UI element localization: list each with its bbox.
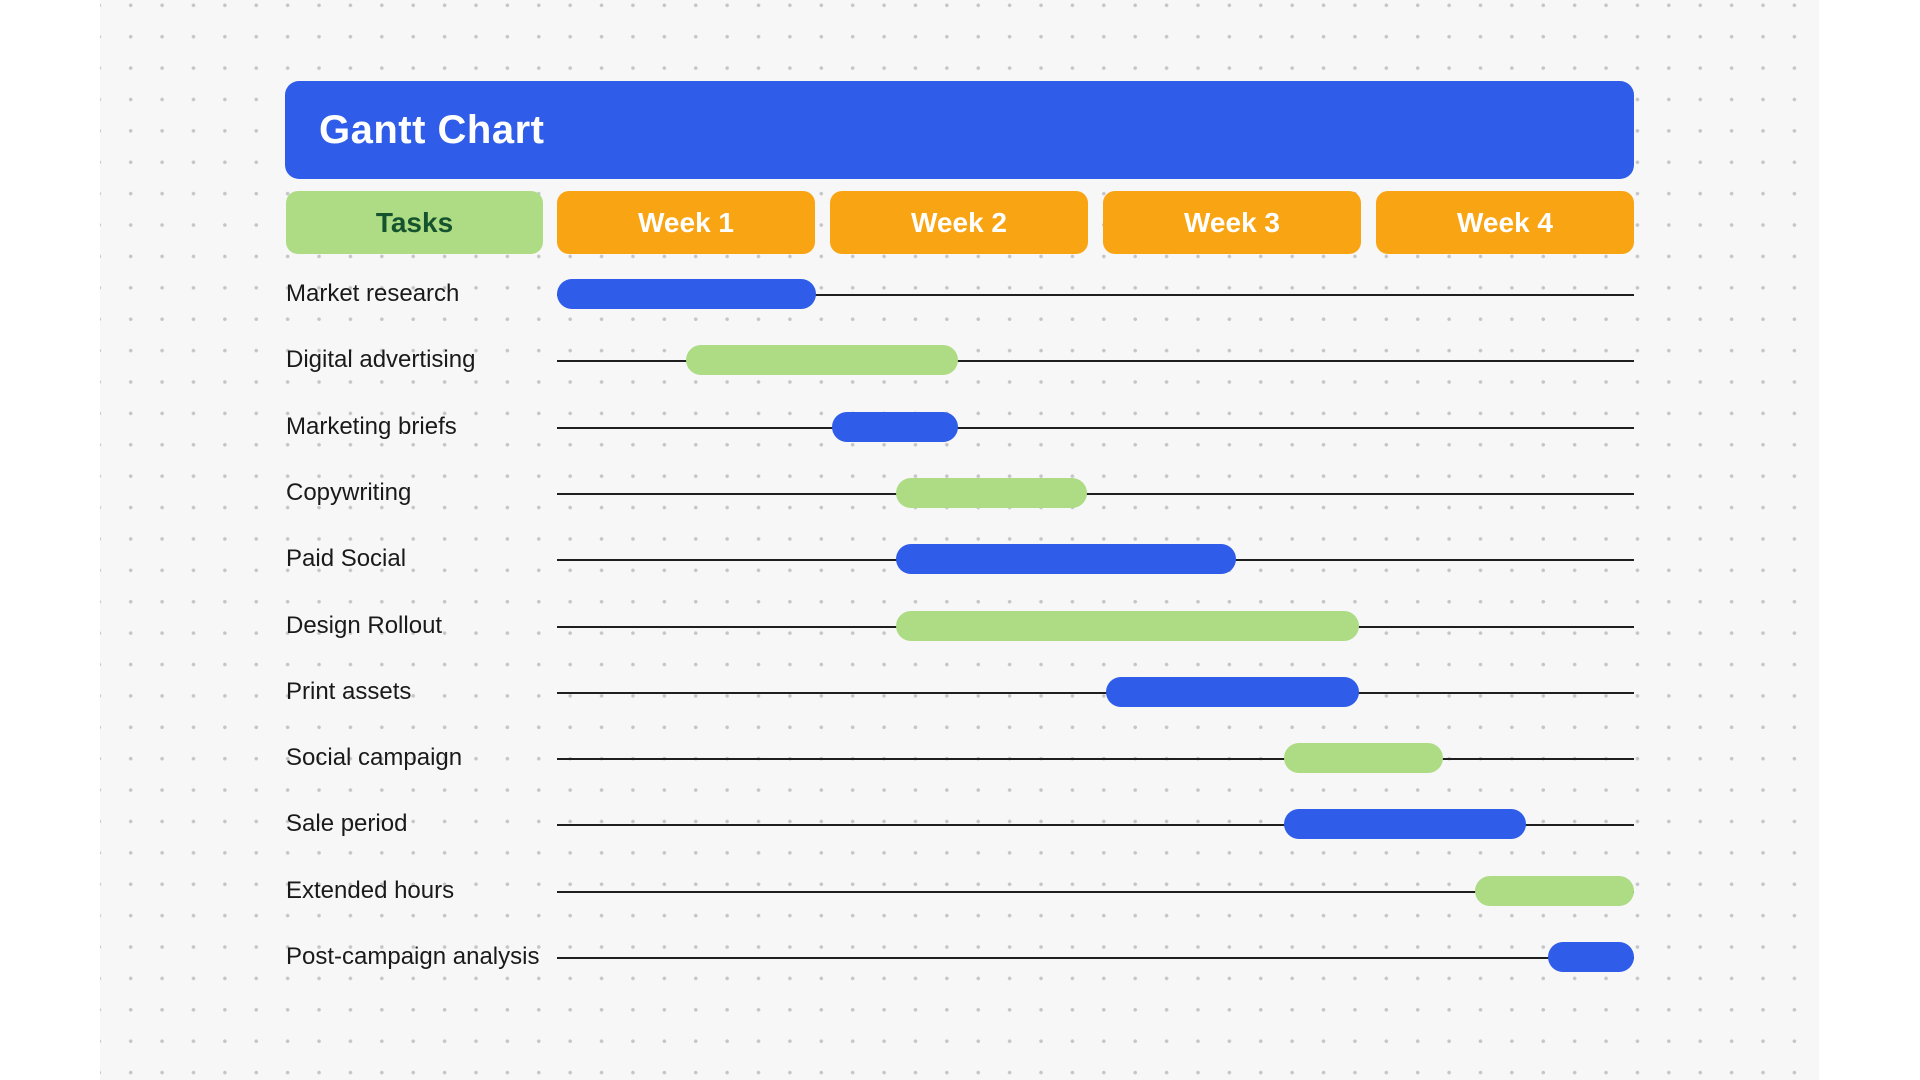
task-bar <box>1547 942 1634 972</box>
task-label: Design Rollout <box>286 611 443 639</box>
task-timeline-line <box>557 758 1634 761</box>
task-bar <box>1284 809 1527 840</box>
column-header-week-4: Week 4 <box>1376 191 1634 254</box>
chart-title: Gantt Chart <box>319 107 545 152</box>
task-timeline-line <box>557 426 1634 429</box>
task-label: Marketing briefs <box>286 412 457 440</box>
task-timeline-line <box>557 492 1634 495</box>
chart-title-bar: Gantt Chart <box>285 81 1634 179</box>
week-1-label: Week 1 <box>638 206 734 238</box>
task-timeline-line <box>557 294 1634 296</box>
task-bar <box>896 544 1236 575</box>
dot-grid-board: Gantt Chart Tasks Week 1 Week 2 Week 3 W… <box>100 0 1819 1080</box>
task-bar <box>896 477 1088 508</box>
task-bar <box>1106 676 1360 707</box>
task-label: Copywriting <box>286 478 412 506</box>
tasks-column-header-label: Tasks <box>375 206 454 238</box>
task-label: Extended hours <box>286 876 455 904</box>
column-header-week-3: Week 3 <box>1103 191 1361 254</box>
tasks-column-header: Tasks <box>286 191 543 254</box>
task-timeline-line <box>557 890 1634 893</box>
task-timeline-line <box>557 691 1634 694</box>
column-header-week-2: Week 2 <box>830 191 1088 254</box>
column-header-week-1: Week 1 <box>557 191 815 254</box>
task-label: Post-campaign analysis <box>286 942 540 970</box>
task-bar <box>557 279 816 309</box>
week-2-label: Week 2 <box>911 206 1007 238</box>
task-timeline-line <box>557 360 1634 363</box>
task-bar <box>1475 875 1634 906</box>
task-timeline-line <box>557 824 1634 827</box>
task-bar <box>896 610 1360 641</box>
task-bar <box>831 411 959 442</box>
task-bar <box>686 345 959 376</box>
task-timeline-line <box>557 957 1634 959</box>
task-label: Market research <box>286 279 460 307</box>
week-4-label: Week 4 <box>1457 206 1553 238</box>
task-label: Paid Social <box>286 545 407 573</box>
task-label: Sale period <box>286 810 408 838</box>
task-label: Digital advertising <box>286 346 476 374</box>
week-3-label: Week 3 <box>1184 206 1280 238</box>
task-label: Social campaign <box>286 743 463 771</box>
task-label: Print assets <box>286 677 412 705</box>
task-bar <box>1284 743 1443 774</box>
